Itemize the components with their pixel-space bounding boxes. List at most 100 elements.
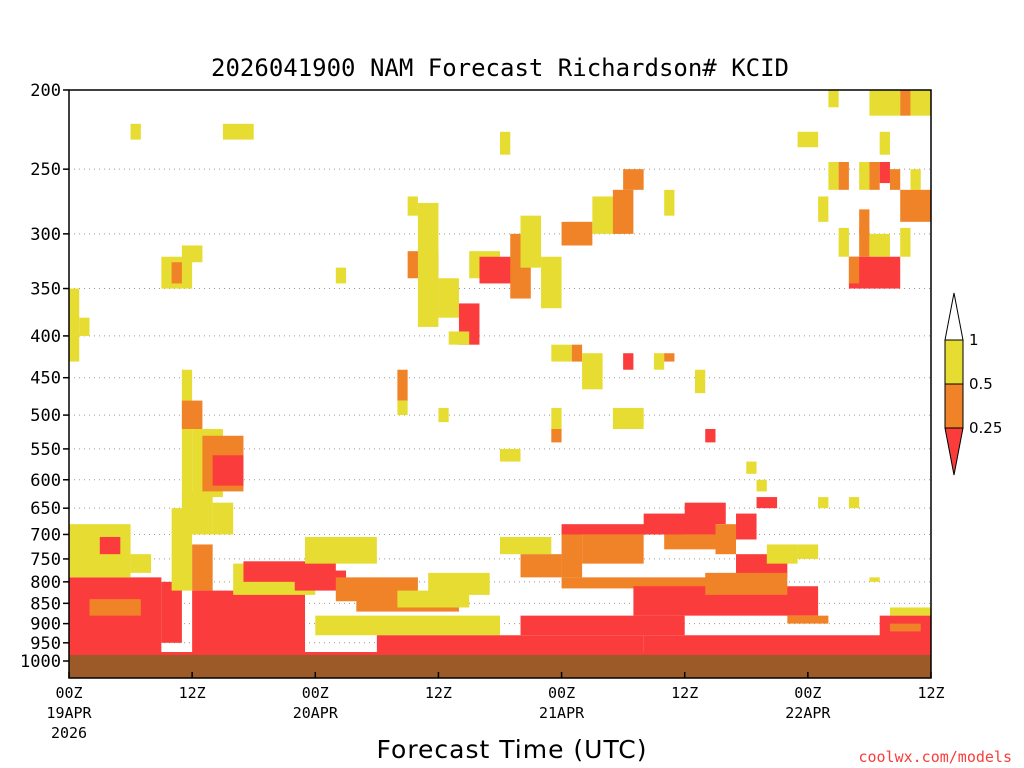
ri-cell: [99, 536, 121, 555]
ri-cell: [848, 256, 860, 284]
ri-cell: [520, 615, 685, 636]
ri-cell: [335, 267, 347, 284]
ri-cell: [212, 455, 244, 486]
y-tick-label: 300: [30, 225, 61, 245]
y-tick-label: 350: [30, 280, 61, 300]
ri-cell: [294, 570, 347, 591]
ri-cell: [181, 400, 203, 429]
ri-cell: [766, 544, 798, 564]
ri-cell: [869, 233, 890, 257]
ri-cell: [582, 353, 603, 390]
ri-cell: [859, 209, 870, 234]
x-tick-label: 12Z: [917, 684, 944, 702]
ri-cell: [879, 131, 890, 155]
ri-cell: [376, 635, 644, 653]
ri-cell: [705, 572, 788, 595]
ri-cell: [623, 353, 634, 370]
ri-cell: [910, 169, 921, 190]
ri-cell: [571, 344, 583, 362]
y-tick-label: 800: [30, 573, 61, 593]
colorbar-segment: [944, 339, 964, 385]
x-tick-date: 21APR: [539, 704, 585, 722]
ri-cell: [694, 369, 706, 394]
ri-cell: [889, 169, 901, 190]
ri-cell: [787, 615, 829, 624]
ri-cell: [130, 123, 141, 140]
ri-cell: [869, 90, 901, 116]
x-axis-title: Forecast Time (UTC): [377, 735, 648, 764]
ri-cell: [797, 131, 819, 148]
x-tick-label: 12Z: [425, 684, 452, 702]
x-axis: 00Z 19APR 2026 12Z 00Z 20APR 12Z 00Z 21APR 12Z 00Z…: [46, 672, 945, 742]
ri-cell: [438, 278, 459, 318]
ri-cell: [869, 161, 880, 190]
ri-cell: [910, 90, 931, 116]
y-tick-label: 1000: [20, 652, 61, 672]
ri-cell: [448, 331, 470, 345]
ri-cell: [541, 256, 562, 309]
ri-cell: [705, 428, 716, 443]
colorbar-label: 1: [969, 331, 979, 349]
ri-cell: [889, 623, 921, 632]
ri-cell: [869, 577, 880, 582]
ri-cell: [756, 479, 767, 492]
ri-cell: [500, 131, 511, 155]
ri-cell: [222, 123, 254, 140]
ri-cell: [664, 534, 716, 550]
ri-cell: [715, 524, 737, 555]
ri-cell: [828, 161, 839, 190]
ri-cell: [664, 353, 675, 362]
ri-cell: [500, 448, 521, 462]
ri-cell: [181, 491, 213, 535]
colorbar-bottom-arrow: [944, 427, 964, 476]
y-tick-label: 700: [30, 525, 61, 545]
colorbar-legend: 1 0.5 0.25: [944, 292, 1002, 476]
y-tick-label: 900: [30, 615, 61, 635]
plot-frame: [68, 89, 932, 679]
ri-cell: [848, 497, 860, 509]
ri-cell: [551, 344, 572, 362]
ri-cell: [192, 590, 306, 653]
ri-cell: [756, 497, 778, 509]
y-tick-label: 650: [30, 499, 61, 519]
credit-text: coolwx.com/models: [858, 748, 1012, 766]
y-tick-label: 600: [30, 471, 61, 491]
ri-cell: [171, 262, 182, 284]
ri-cell: [664, 189, 675, 216]
x-tick-label: 00Z: [302, 684, 329, 702]
ground-surface: [69, 655, 931, 678]
ri-cell: [900, 90, 911, 116]
x-tick-label: 00Z: [794, 684, 821, 702]
ri-cell: [653, 353, 665, 370]
ri-cell: [561, 524, 685, 535]
ri-cell: [428, 572, 490, 595]
ri-cell: [746, 461, 757, 474]
ri-cell: [551, 428, 562, 443]
ri-cell: [69, 288, 80, 362]
ri-cell: [643, 635, 931, 653]
ri-cell: [879, 161, 890, 184]
ri-cell: [900, 189, 931, 222]
ri-cell: [500, 536, 552, 555]
y-tick-label: 850: [30, 594, 61, 614]
ri-cell: [612, 407, 644, 429]
ri-cell: [561, 221, 593, 246]
ri-cell: [79, 317, 90, 336]
y-tick-label: 950: [30, 634, 61, 654]
ri-cell: [582, 534, 644, 564]
ri-cell: [561, 529, 583, 578]
x-tick-date: 20APR: [293, 704, 339, 722]
x-tick-label: 00Z: [55, 684, 82, 702]
colorbar-label: 0.5: [969, 375, 993, 393]
colorbar-segment: [944, 383, 964, 429]
ri-cell: [305, 536, 377, 564]
ri-cell: [397, 400, 408, 416]
ri-cell: [161, 581, 182, 643]
ri-cell: [623, 169, 644, 190]
ri-cell: [192, 544, 213, 591]
y-axis: 200 250 300 350 400 450 500 550 600 650 700 750 8008…: [20, 81, 69, 672]
ri-cell: [736, 513, 757, 540]
ri-cell: [130, 554, 152, 573]
ri-cell: [417, 202, 439, 327]
